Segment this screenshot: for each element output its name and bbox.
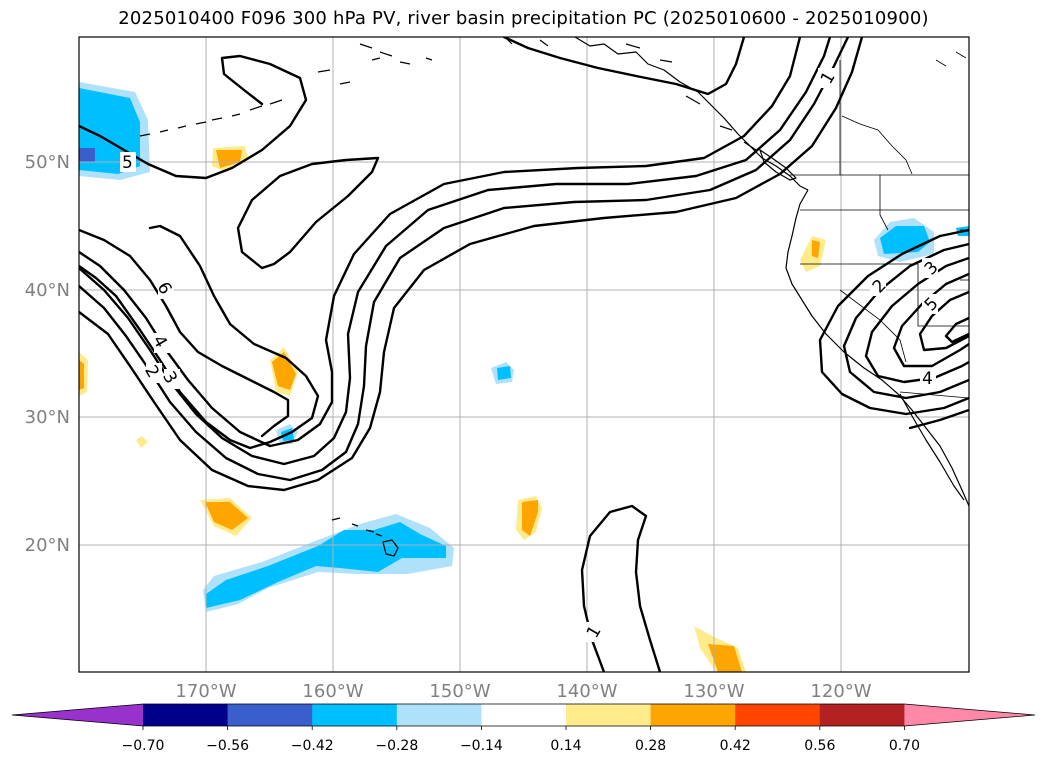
lon-label-150w: 150°W — [429, 681, 490, 702]
colorbar-segment — [481, 704, 567, 726]
colorbar-tick-label: 0.42 — [720, 738, 751, 754]
lon-label-130w: 130°W — [683, 681, 744, 702]
colorbar-tick-label: 0.28 — [635, 738, 666, 754]
map-gridlines — [79, 37, 969, 672]
contour-label-5-nw: 5 — [122, 153, 133, 173]
colorbar-tick-label: −0.28 — [375, 738, 418, 754]
map-title: 2025010400 F096 300 hPa PV, river basin … — [118, 8, 929, 29]
colorbar-tick-label: 0.56 — [804, 738, 835, 754]
colorbar-tick-label: −0.14 — [460, 738, 503, 754]
lon-label-140w: 140°W — [556, 681, 617, 702]
colorbar-extend-left — [12, 704, 143, 726]
lat-label-40n: 40°N — [25, 280, 70, 301]
colorbar-tick-label: 0.14 — [550, 738, 581, 754]
longitude-labels: 170°W 160°W 150°W 140°W 130°W 120°W — [175, 681, 871, 702]
political-borders — [790, 51, 969, 399]
lat-label-50n: 50°N — [25, 152, 70, 173]
colorbar-segment — [143, 704, 229, 726]
lon-label-170w: 170°W — [175, 681, 236, 702]
colorbar-tick-label: 0.70 — [889, 738, 920, 754]
colorbar-tick-label: −0.42 — [291, 738, 334, 754]
map-area — [79, 37, 969, 672]
colorbar-tick-label: −0.70 — [122, 738, 165, 754]
map-frame — [78, 36, 970, 673]
contour-label-4-east: 4 — [922, 369, 933, 389]
colorbar-segment — [819, 704, 905, 726]
colorbar: −0.70 −0.56 −0.42 −0.28 −0.14 0.14 0.28 0.42 0.5… — [11, 703, 1036, 754]
colorbar-extend-right — [904, 704, 1035, 726]
pv-contour-labels: 5 6 4 3 2 1 1 2 3 5 4 — [120, 68, 943, 642]
precipitation-shading — [79, 82, 969, 672]
colorbar-segment — [312, 704, 398, 726]
colorbar-segment — [227, 704, 313, 726]
colorbar-segment — [566, 704, 652, 726]
latitude-labels: 50°N 40°N 30°N 20°N — [25, 152, 70, 556]
lat-label-30n: 30°N — [25, 407, 70, 428]
lon-label-160w: 160°W — [302, 681, 363, 702]
colorbar-segment — [735, 704, 821, 726]
colorbar-segment — [396, 704, 482, 726]
lon-label-120w: 120°W — [810, 681, 871, 702]
lat-label-20n: 20°N — [25, 535, 70, 556]
colorbar-segment — [650, 704, 736, 726]
colorbar-tick-label: −0.56 — [206, 738, 249, 754]
